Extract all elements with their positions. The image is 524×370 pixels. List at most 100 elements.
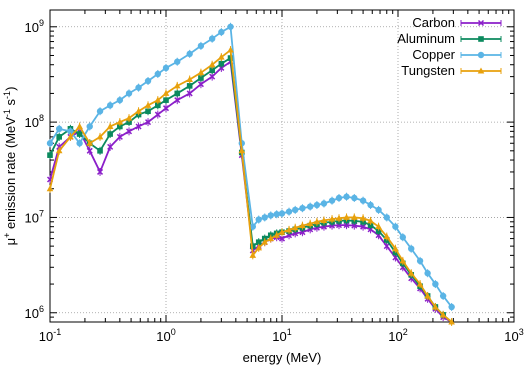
data-point-copper bbox=[125, 90, 133, 97]
series-line-carbon bbox=[49, 60, 453, 323]
data-point-copper bbox=[306, 203, 314, 210]
data-point-copper bbox=[267, 212, 274, 219]
data-point-aluminum bbox=[155, 102, 161, 109]
data-point-copper bbox=[186, 50, 193, 58]
data-point-copper bbox=[76, 140, 83, 147]
x-axis-ticks: 10-1 100 101 102 103 bbox=[39, 10, 524, 344]
data-point-tungsten bbox=[383, 233, 391, 240]
data-point-aluminum bbox=[145, 108, 151, 115]
data-point-copper bbox=[448, 303, 455, 311]
x-tick-exp: 0 bbox=[171, 327, 176, 337]
data-point-carbon bbox=[209, 73, 216, 80]
data-point-carbon bbox=[154, 111, 161, 118]
x-tick-base: 10 bbox=[156, 329, 170, 344]
data-point-aluminum bbox=[255, 239, 262, 245]
data-point-carbon bbox=[125, 128, 133, 135]
data-point-tungsten bbox=[375, 223, 382, 230]
y-tick-base: 10 bbox=[25, 20, 39, 35]
legend-label-tungsten: Tungsten bbox=[401, 63, 455, 78]
data-point-aluminum bbox=[218, 60, 225, 67]
x-tick-label: 103 bbox=[504, 327, 523, 344]
data-point-aluminum bbox=[209, 67, 215, 74]
y-axis-title-sup3: -1 bbox=[2, 91, 12, 99]
data-point-copper bbox=[299, 204, 306, 212]
data-point-tungsten bbox=[116, 118, 124, 125]
data-point-carbon bbox=[343, 222, 350, 229]
data-point-aluminum bbox=[163, 97, 169, 103]
data-point-aluminum bbox=[249, 243, 256, 249]
data-point-tungsten bbox=[291, 224, 299, 231]
data-point-copper bbox=[154, 70, 162, 78]
data-point-carbon bbox=[278, 235, 286, 242]
data-point-tungsten bbox=[238, 147, 246, 154]
y-tick-exp: 7 bbox=[39, 208, 44, 218]
data-point-tungsten bbox=[313, 218, 321, 225]
data-point-carbon bbox=[383, 243, 390, 250]
data-point-tungsten bbox=[278, 228, 286, 235]
data-point-tungsten bbox=[173, 82, 181, 89]
data-point-carbon bbox=[116, 133, 123, 140]
x-tick-label: 10-1 bbox=[39, 327, 61, 344]
data-point-copper bbox=[208, 35, 216, 42]
data-point-copper bbox=[197, 42, 205, 50]
data-point-tungsten bbox=[261, 238, 269, 245]
data-point-aluminum bbox=[76, 131, 83, 137]
data-point-copper bbox=[399, 234, 407, 241]
data-point-copper bbox=[313, 201, 321, 209]
y-axis-title-end: ) bbox=[3, 87, 18, 91]
data-point-copper bbox=[46, 140, 54, 147]
data-point-tungsten bbox=[144, 101, 152, 108]
legend-marker-tungsten bbox=[477, 67, 485, 74]
data-point-carbon bbox=[197, 81, 204, 88]
data-point-aluminum bbox=[174, 90, 181, 97]
x-tick-label: 102 bbox=[388, 327, 407, 344]
data-point-carbon bbox=[299, 229, 306, 236]
legend-label-aluminum: Aluminum bbox=[397, 31, 455, 46]
y-axis-title-sup1: + bbox=[2, 233, 12, 238]
data-point-tungsten bbox=[86, 139, 94, 146]
data-point-carbon bbox=[107, 143, 114, 150]
data-point-tungsten bbox=[367, 217, 374, 224]
data-point-copper bbox=[375, 206, 382, 214]
x-tick-exp: 1 bbox=[287, 327, 292, 337]
y-tick-base: 10 bbox=[25, 210, 39, 225]
data-point-copper bbox=[424, 270, 431, 277]
data-point-tungsten bbox=[227, 46, 234, 53]
data-point-tungsten bbox=[106, 122, 114, 129]
data-point-aluminum bbox=[107, 131, 113, 137]
data-point-tungsten bbox=[335, 214, 343, 221]
data-point-carbon bbox=[97, 168, 104, 175]
data-point-tungsten bbox=[343, 213, 350, 220]
data-point-tungsten bbox=[392, 245, 399, 252]
data-point-tungsten bbox=[424, 292, 431, 299]
data-point-copper bbox=[227, 23, 234, 30]
data-point-carbon bbox=[360, 223, 367, 230]
data-point-tungsten bbox=[306, 220, 314, 227]
data-point-copper bbox=[273, 211, 280, 218]
data-point-copper bbox=[218, 28, 225, 36]
data-point-aluminum bbox=[367, 222, 374, 228]
data-point-tungsten bbox=[135, 107, 142, 114]
legend-marker-aluminum bbox=[478, 36, 484, 42]
data-point-tungsten bbox=[267, 235, 275, 242]
data-point-copper bbox=[174, 58, 181, 65]
data-point-tungsten bbox=[285, 226, 293, 233]
legend-label-carbon: Carbon bbox=[412, 15, 455, 30]
data-point-copper bbox=[249, 223, 256, 230]
x-tick-base: 10 bbox=[39, 329, 53, 344]
data-point-copper bbox=[343, 193, 350, 200]
data-point-carbon bbox=[174, 97, 181, 104]
y-tick-label: 108 bbox=[25, 113, 44, 130]
data-point-tungsten bbox=[67, 133, 74, 140]
data-point-tungsten bbox=[273, 231, 280, 238]
y-axis-title-mid2: s bbox=[3, 98, 18, 109]
data-point-carbon bbox=[135, 123, 142, 130]
data-point-tungsten bbox=[197, 69, 205, 76]
y-tick-label: 106 bbox=[25, 304, 44, 321]
y-axis-title: μ+ emission rate (MeV-1 s-1) bbox=[2, 87, 18, 246]
data-point-aluminum bbox=[375, 228, 382, 234]
data-point-tungsten bbox=[249, 251, 257, 258]
y-tick-exp: 9 bbox=[39, 18, 44, 28]
data-point-tungsten bbox=[448, 318, 455, 325]
